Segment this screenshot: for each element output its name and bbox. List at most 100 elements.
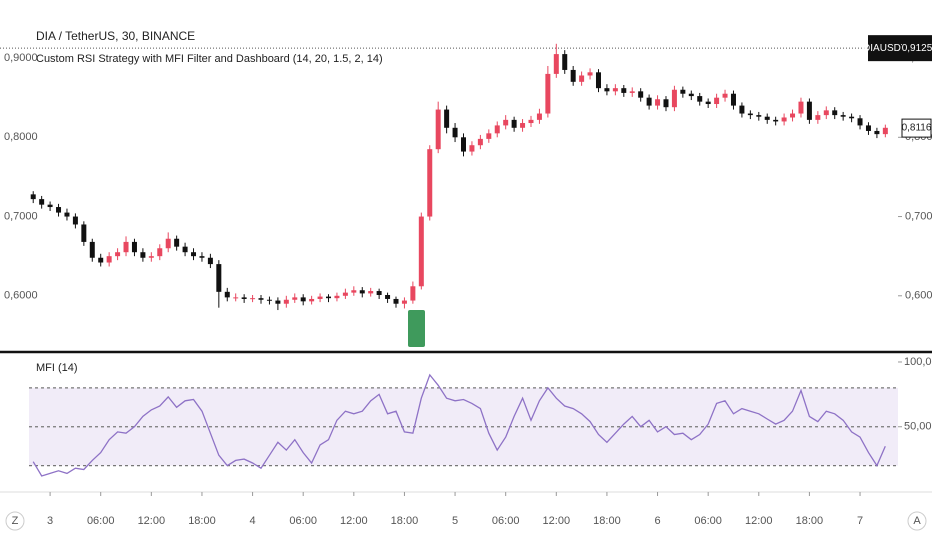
candle-body <box>671 89 677 108</box>
candle-body <box>697 96 703 102</box>
candle-body <box>39 199 45 205</box>
candle-body <box>874 130 880 135</box>
candle-body <box>536 113 542 120</box>
candle-body <box>764 116 770 120</box>
candle-body <box>612 88 618 92</box>
candle-body <box>806 101 812 120</box>
candle-body <box>849 116 855 119</box>
candle-body <box>680 89 686 94</box>
candle-body <box>452 127 458 138</box>
candle-body <box>233 297 239 299</box>
candle-body <box>444 109 450 128</box>
price-tag-value: 0,9125 <box>902 43 932 54</box>
candle-body <box>604 88 610 92</box>
y-tick-label: 0,7000 <box>905 210 932 222</box>
candle-body <box>461 137 466 152</box>
candle-body <box>258 298 264 300</box>
x-tick-label: 4 <box>250 515 256 527</box>
candle-body <box>545 73 551 114</box>
candle-body <box>503 119 509 126</box>
candle-body <box>722 93 728 98</box>
candle-body <box>216 264 222 292</box>
button-label[interactable]: A <box>913 515 921 527</box>
button[interactable] <box>907 511 927 531</box>
x-tick-label: 7 <box>857 515 863 527</box>
candle-body <box>823 110 829 116</box>
x-tick-label: 06:00 <box>289 515 317 527</box>
candle-body <box>587 72 593 76</box>
candle-body <box>224 291 230 298</box>
candle-body <box>359 290 365 294</box>
price-tag <box>902 35 932 62</box>
y-tick-label: 0,9000 <box>4 52 38 64</box>
x-tick-label: 06:00 <box>492 515 520 527</box>
price-tag-symbol: DIAUSDT <box>863 43 907 54</box>
candle-body <box>199 256 205 258</box>
last-price-tag <box>901 118 932 138</box>
x-tick-label: 12:00 <box>340 515 368 527</box>
candle-body <box>663 99 669 108</box>
x-tick-label: 5 <box>452 515 458 527</box>
y-tick-label: 50,00 <box>904 421 932 433</box>
candle-body <box>832 110 838 116</box>
candle-body <box>798 101 804 114</box>
candle-body <box>266 299 272 301</box>
x-tick-label: 12:00 <box>138 515 166 527</box>
x-tick-label: 12:00 <box>745 515 773 527</box>
x-tick-label: 06:00 <box>87 515 115 527</box>
candle-body <box>739 105 745 114</box>
candle-body <box>410 286 416 301</box>
candle-body <box>773 119 779 122</box>
candle-body <box>241 297 247 299</box>
candle-body <box>165 238 171 249</box>
candle-body <box>520 123 526 128</box>
candle-body <box>427 149 433 217</box>
candle-body <box>317 296 323 299</box>
candle-body <box>123 241 129 253</box>
candle-body <box>730 93 736 106</box>
candle-body <box>393 298 399 304</box>
candle-body <box>756 115 762 117</box>
candle-body <box>469 145 475 152</box>
candle-body <box>283 299 289 304</box>
candle-body <box>747 113 753 116</box>
candle-body <box>191 252 197 257</box>
candle-body <box>621 88 627 93</box>
x-tick-label: 12:00 <box>543 515 571 527</box>
candle-body <box>418 216 424 287</box>
candle-body <box>815 115 821 120</box>
chart-title: DIA / TetherUS, 30, BINANCE <box>36 29 195 43</box>
candle-body <box>562 54 568 70</box>
candle-body <box>486 133 492 139</box>
candle-body <box>494 125 500 134</box>
candle-body <box>579 75 585 82</box>
candle-body <box>131 241 137 253</box>
candle-body <box>98 257 104 263</box>
candle-body <box>477 138 483 146</box>
y-tick-label: 0,8000 <box>4 131 38 143</box>
strategy-label: Custom RSI Strategy with MFI Filter and … <box>36 53 383 65</box>
candle-body <box>528 119 534 124</box>
candle-body <box>376 291 382 296</box>
candle-body <box>275 300 281 304</box>
candle-body <box>714 97 720 105</box>
button-label[interactable]: Z <box>12 515 19 527</box>
candle-body <box>435 109 441 150</box>
candle-body <box>326 296 332 299</box>
candle-body <box>250 298 256 300</box>
candle-body <box>140 252 146 258</box>
x-tick-label: 18:00 <box>796 515 824 527</box>
button[interactable] <box>5 511 25 531</box>
candle-body <box>857 118 863 126</box>
candle-body <box>368 291 374 294</box>
candle-body <box>30 194 36 200</box>
candle-body <box>182 246 188 253</box>
candle-body <box>72 216 78 225</box>
candle-body <box>570 69 576 82</box>
candle-body <box>174 238 180 247</box>
price-tag <box>868 35 902 62</box>
x-tick-label: 6 <box>654 515 660 527</box>
y-tick-label: 100,00 <box>904 356 932 368</box>
mfi-line <box>32 373 886 477</box>
